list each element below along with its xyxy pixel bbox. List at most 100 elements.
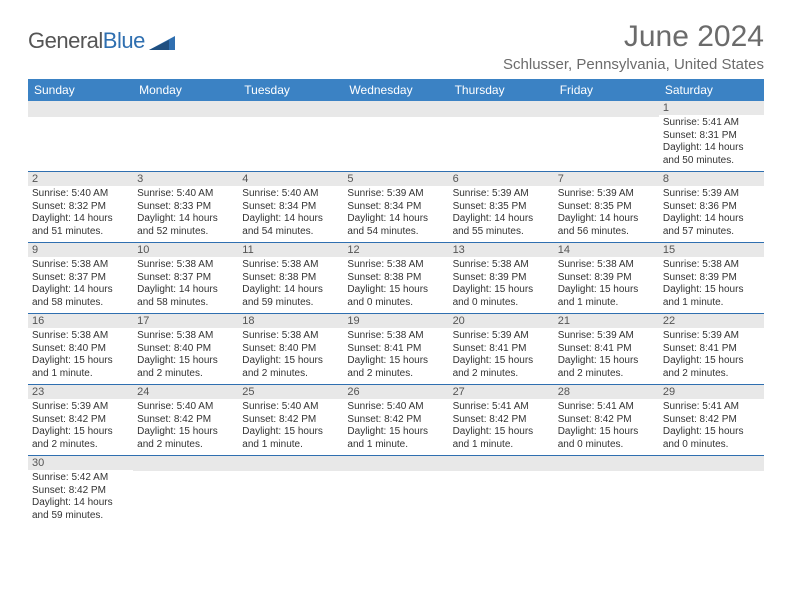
day-body: [28, 117, 133, 167]
calendar-empty-cell: [28, 101, 133, 171]
sunset-text: Sunset: 8:41 PM: [453, 343, 550, 356]
sunrise-text: Sunrise: 5:38 AM: [347, 330, 444, 343]
daylight-text: Daylight: 14 hours and 58 minutes.: [137, 284, 234, 309]
day-body: [238, 117, 343, 167]
sunrise-text: Sunrise: 5:39 AM: [347, 188, 444, 201]
calendar-empty-cell: [133, 455, 238, 526]
day-number: 5: [343, 171, 448, 186]
calendar-day-cell: 28Sunrise: 5:41 AMSunset: 8:42 PMDayligh…: [554, 384, 659, 455]
sunset-text: Sunset: 8:35 PM: [558, 201, 655, 214]
day-number: 20: [449, 313, 554, 328]
day-header: Monday: [133, 79, 238, 101]
daylight-text: Daylight: 15 hours and 2 minutes.: [137, 355, 234, 380]
month-title: June 2024: [503, 20, 764, 54]
day-number: 27: [449, 384, 554, 399]
daylight-text: Daylight: 15 hours and 0 minutes.: [453, 284, 550, 309]
calendar-empty-cell: [238, 455, 343, 526]
day-number: [554, 101, 659, 117]
calendar-week-row: 9Sunrise: 5:38 AMSunset: 8:37 PMDaylight…: [28, 242, 764, 313]
sunset-text: Sunset: 8:36 PM: [663, 201, 760, 214]
day-body: Sunrise: 5:40 AMSunset: 8:42 PMDaylight:…: [343, 399, 448, 455]
sunset-text: Sunset: 8:39 PM: [558, 272, 655, 285]
day-number: [554, 455, 659, 471]
daylight-text: Daylight: 15 hours and 0 minutes.: [558, 426, 655, 451]
sunrise-text: Sunrise: 5:41 AM: [558, 401, 655, 414]
logo-triangle-icon: [149, 32, 175, 50]
sunset-text: Sunset: 8:37 PM: [32, 272, 129, 285]
day-number: 8: [659, 171, 764, 186]
calendar-day-cell: 27Sunrise: 5:41 AMSunset: 8:42 PMDayligh…: [449, 384, 554, 455]
logo-block: GeneralBlue: [28, 28, 175, 54]
daylight-text: Daylight: 15 hours and 2 minutes.: [242, 355, 339, 380]
calendar-day-cell: 19Sunrise: 5:38 AMSunset: 8:41 PMDayligh…: [343, 313, 448, 384]
calendar-empty-cell: [659, 455, 764, 526]
calendar-empty-cell: [343, 101, 448, 171]
day-number: 24: [133, 384, 238, 399]
day-number: 6: [449, 171, 554, 186]
calendar-empty-cell: [554, 455, 659, 526]
day-number: 29: [659, 384, 764, 399]
sunrise-text: Sunrise: 5:38 AM: [453, 259, 550, 272]
sunset-text: Sunset: 8:42 PM: [32, 414, 129, 427]
sunset-text: Sunset: 8:39 PM: [453, 272, 550, 285]
day-body: Sunrise: 5:39 AMSunset: 8:41 PMDaylight:…: [449, 328, 554, 384]
calendar-week-row: 23Sunrise: 5:39 AMSunset: 8:42 PMDayligh…: [28, 384, 764, 455]
sunset-text: Sunset: 8:37 PM: [137, 272, 234, 285]
sunset-text: Sunset: 8:35 PM: [453, 201, 550, 214]
day-number: [28, 101, 133, 117]
daylight-text: Daylight: 15 hours and 0 minutes.: [663, 426, 760, 451]
sunrise-text: Sunrise: 5:39 AM: [32, 401, 129, 414]
day-number: 7: [554, 171, 659, 186]
day-body: Sunrise: 5:38 AMSunset: 8:39 PMDaylight:…: [554, 257, 659, 313]
calendar-day-cell: 15Sunrise: 5:38 AMSunset: 8:39 PMDayligh…: [659, 242, 764, 313]
sunset-text: Sunset: 8:32 PM: [32, 201, 129, 214]
daylight-text: Daylight: 14 hours and 59 minutes.: [242, 284, 339, 309]
sunset-text: Sunset: 8:40 PM: [242, 343, 339, 356]
day-body: Sunrise: 5:40 AMSunset: 8:42 PMDaylight:…: [238, 399, 343, 455]
sunrise-text: Sunrise: 5:42 AM: [32, 472, 129, 485]
daylight-text: Daylight: 15 hours and 1 minute.: [663, 284, 760, 309]
calendar-week-row: 1Sunrise: 5:41 AMSunset: 8:31 PMDaylight…: [28, 101, 764, 171]
day-header: Friday: [554, 79, 659, 101]
day-number: 26: [343, 384, 448, 399]
sunrise-text: Sunrise: 5:38 AM: [242, 330, 339, 343]
sunrise-text: Sunrise: 5:41 AM: [663, 117, 760, 130]
daylight-text: Daylight: 15 hours and 2 minutes.: [32, 426, 129, 451]
day-number: [343, 455, 448, 471]
sunset-text: Sunset: 8:39 PM: [663, 272, 760, 285]
day-header: Thursday: [449, 79, 554, 101]
day-number: 9: [28, 242, 133, 257]
sunrise-text: Sunrise: 5:39 AM: [453, 188, 550, 201]
logo-text: GeneralBlue: [28, 28, 145, 54]
calendar-day-cell: 8Sunrise: 5:39 AMSunset: 8:36 PMDaylight…: [659, 171, 764, 242]
calendar-day-cell: 2Sunrise: 5:40 AMSunset: 8:32 PMDaylight…: [28, 171, 133, 242]
day-number: 14: [554, 242, 659, 257]
daylight-text: Daylight: 15 hours and 2 minutes.: [663, 355, 760, 380]
calendar-day-cell: 20Sunrise: 5:39 AMSunset: 8:41 PMDayligh…: [449, 313, 554, 384]
calendar-day-cell: 3Sunrise: 5:40 AMSunset: 8:33 PMDaylight…: [133, 171, 238, 242]
day-body: Sunrise: 5:40 AMSunset: 8:33 PMDaylight:…: [133, 186, 238, 242]
calendar-header: SundayMondayTuesdayWednesdayThursdayFrid…: [28, 79, 764, 101]
day-body: Sunrise: 5:39 AMSunset: 8:36 PMDaylight:…: [659, 186, 764, 242]
day-number: 17: [133, 313, 238, 328]
day-body: Sunrise: 5:38 AMSunset: 8:38 PMDaylight:…: [343, 257, 448, 313]
day-number: [659, 455, 764, 471]
day-number: [133, 101, 238, 117]
sunrise-text: Sunrise: 5:40 AM: [242, 401, 339, 414]
day-number: 12: [343, 242, 448, 257]
calendar-day-cell: 17Sunrise: 5:38 AMSunset: 8:40 PMDayligh…: [133, 313, 238, 384]
sunset-text: Sunset: 8:42 PM: [32, 485, 129, 498]
day-body: [133, 471, 238, 521]
sunrise-text: Sunrise: 5:38 AM: [137, 330, 234, 343]
day-body: Sunrise: 5:42 AMSunset: 8:42 PMDaylight:…: [28, 470, 133, 526]
sunset-text: Sunset: 8:40 PM: [32, 343, 129, 356]
calendar-empty-cell: [449, 455, 554, 526]
sunrise-text: Sunrise: 5:39 AM: [558, 188, 655, 201]
sunrise-text: Sunrise: 5:40 AM: [137, 188, 234, 201]
calendar-empty-cell: [343, 455, 448, 526]
daylight-text: Daylight: 14 hours and 50 minutes.: [663, 142, 760, 167]
day-body: Sunrise: 5:41 AMSunset: 8:42 PMDaylight:…: [659, 399, 764, 455]
daylight-text: Daylight: 15 hours and 2 minutes.: [558, 355, 655, 380]
daylight-text: Daylight: 14 hours and 56 minutes.: [558, 213, 655, 238]
calendar-day-cell: 14Sunrise: 5:38 AMSunset: 8:39 PMDayligh…: [554, 242, 659, 313]
